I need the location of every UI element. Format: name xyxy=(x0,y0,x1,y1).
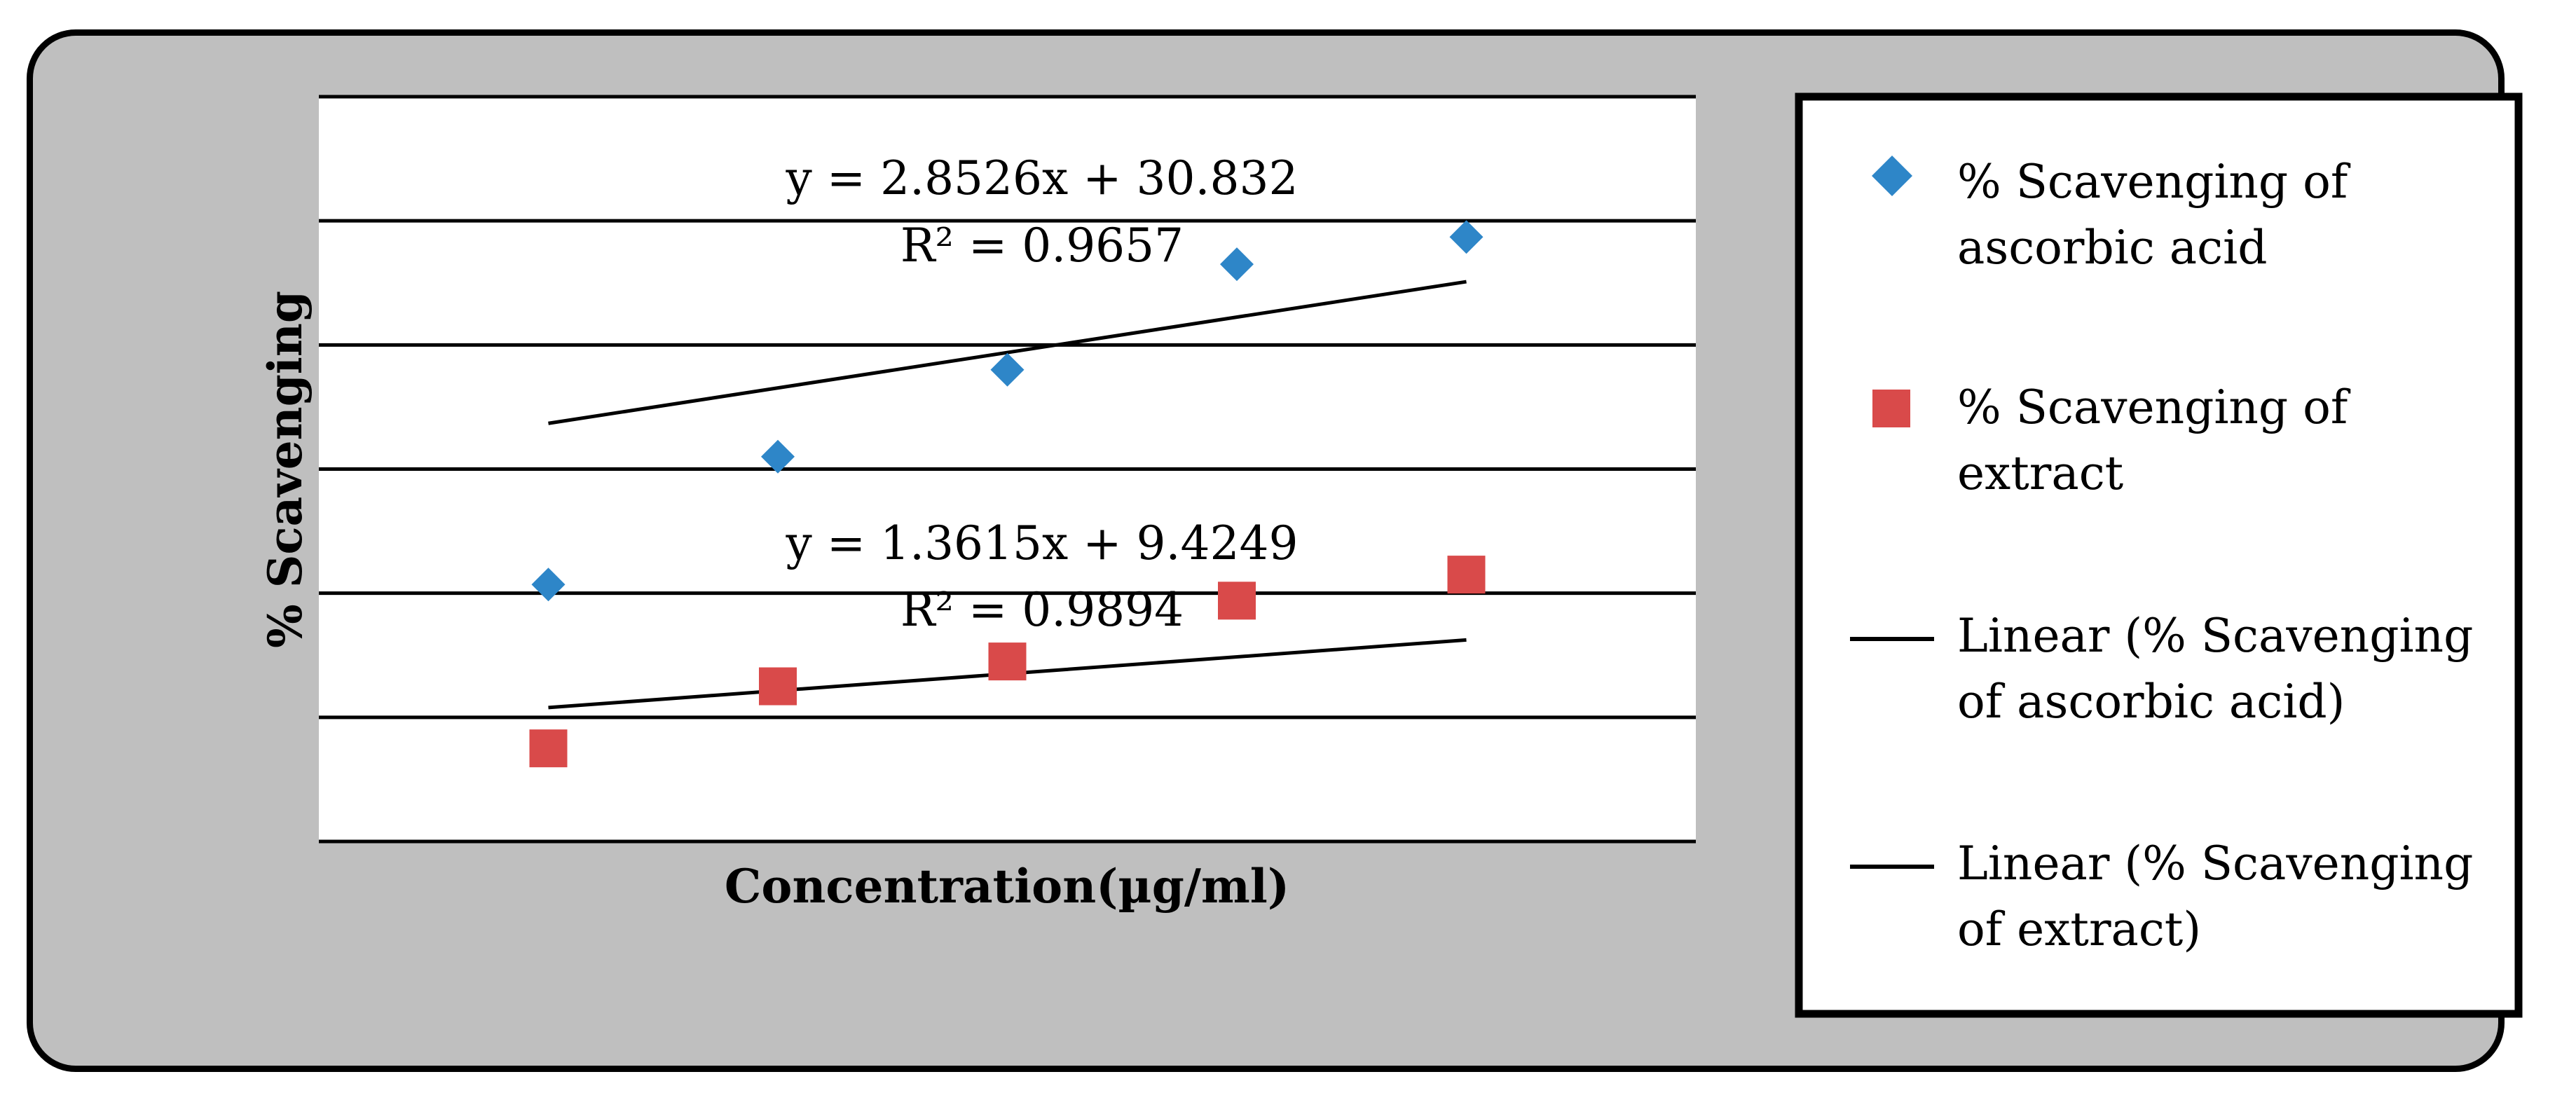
legend-marker-ascorbic-icon xyxy=(1872,156,1912,196)
trendline-r2-ascorbic: R² = 0.9657 xyxy=(900,219,1184,273)
x-axis-title: Concentration(µg/ml) xyxy=(725,859,1289,914)
trendline-equation-extract: y = 1.3615x + 9.4249 xyxy=(786,516,1299,570)
point-series0-3 xyxy=(1220,247,1254,282)
legend-marker-extract-icon xyxy=(1872,390,1910,427)
legend: % Scavenging of ascorbic acid % Scavengi… xyxy=(1795,92,2523,1018)
trendline-r2-extract: R² = 0.9894 xyxy=(900,583,1184,637)
legend-label-extract: % Scavenging of extract xyxy=(1957,380,2362,500)
trendline-0 xyxy=(548,280,1467,425)
point-series1-3 xyxy=(1218,582,1256,620)
point-series0-2 xyxy=(990,352,1025,387)
legend-label-linear-ascorbic: Linear (% Scavenging of ascorbic acid) xyxy=(1957,609,2488,729)
point-series1-2 xyxy=(988,642,1027,681)
data-points xyxy=(529,220,1486,768)
point-series1-1 xyxy=(759,667,797,706)
point-series0-4 xyxy=(1449,220,1484,254)
legend-box xyxy=(1795,92,2523,1018)
trendline-equation-ascorbic: y = 2.8526x + 30.832 xyxy=(786,151,1299,205)
point-series1-0 xyxy=(529,729,568,768)
y-axis-title: % Scavenging xyxy=(258,291,313,648)
legend-label-ascorbic: % Scavenging of ascorbic acid xyxy=(1957,155,2362,275)
point-series0-0 xyxy=(531,568,566,602)
point-series1-4 xyxy=(1447,556,1486,594)
point-series0-1 xyxy=(761,439,795,474)
legend-label-linear-extract: Linear (% Scavenging of extract) xyxy=(1957,837,2488,956)
